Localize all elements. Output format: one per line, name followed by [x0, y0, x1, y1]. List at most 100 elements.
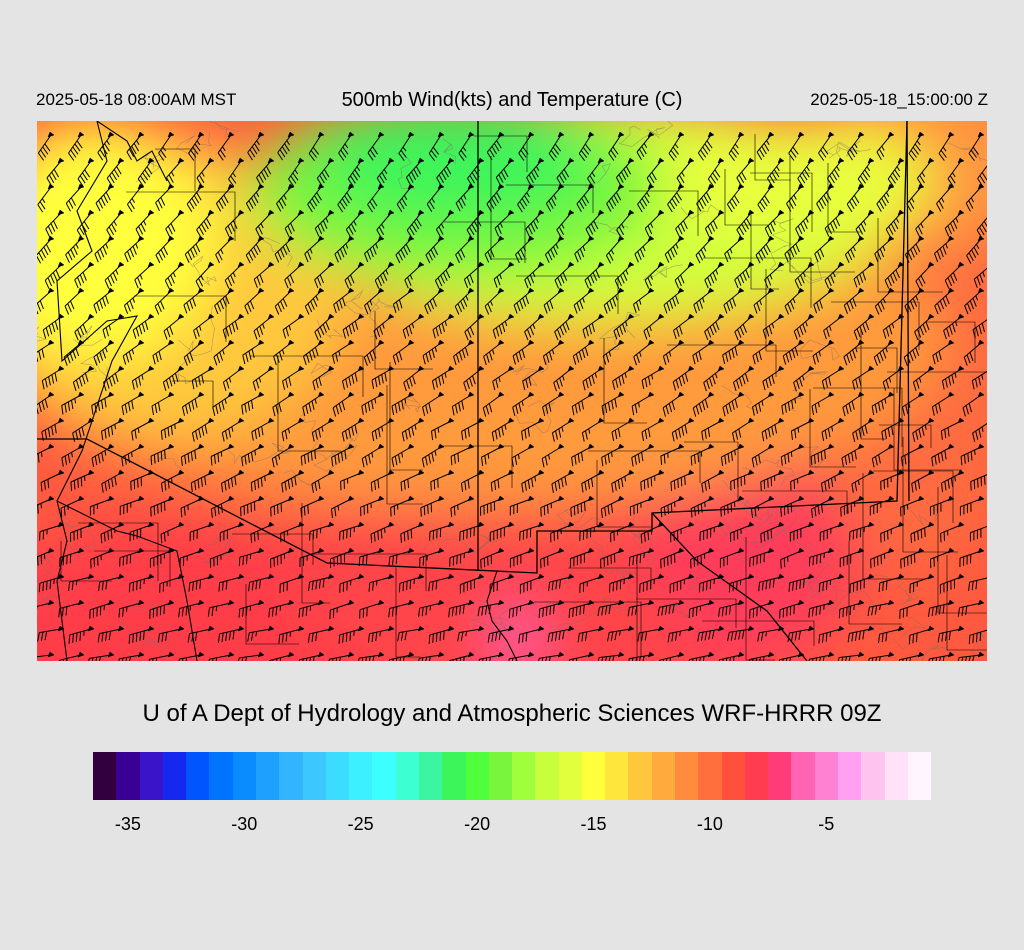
wind-barb-feather [341, 452, 344, 462]
wind-barb-station [297, 365, 305, 372]
wind-barb-feather [562, 375, 565, 381]
wind-barb-feather [314, 279, 319, 289]
wind-barb-feather [78, 428, 82, 438]
wind-barb-feather [272, 407, 276, 417]
wind-barb-feather [425, 456, 428, 466]
wind-barb-feather [131, 145, 137, 155]
wind-barb-feather [820, 451, 823, 461]
wind-barb-station [737, 235, 745, 242]
wind-barb-station [917, 287, 925, 294]
wind-barb-feather [650, 529, 653, 535]
wind-barb [876, 131, 895, 160]
wind-barb-station [587, 339, 595, 346]
wind-barb-feather [633, 304, 637, 314]
wind-barb-feather [478, 659, 480, 661]
wind-barb-station [777, 209, 785, 216]
wind-barb-feather [497, 479, 500, 489]
wind-barb-station [537, 469, 545, 476]
wind-barb [329, 599, 355, 620]
wind-barb-feather [950, 477, 954, 487]
wind-barb-feather [910, 248, 915, 258]
wind-barb-station [237, 261, 245, 268]
wind-barb-feather [699, 657, 701, 661]
wind-barb-feather [671, 432, 675, 442]
wind-barb-feather [491, 432, 495, 442]
wind-barb-feather [144, 321, 149, 330]
wind-barb-feather [429, 300, 435, 310]
wind-barb-station [107, 339, 115, 346]
wind-barb-feather [321, 426, 324, 432]
wind-barb-feather [253, 194, 259, 204]
wind-barb [880, 521, 905, 543]
wind-barb-feather [198, 278, 204, 287]
wind-barb-station [917, 599, 925, 606]
wind-barb-feather [722, 407, 726, 417]
wind-barb-feather [425, 254, 431, 264]
wind-barb-feather [940, 430, 943, 440]
wind-barb [398, 131, 415, 161]
wind-barb-feather [47, 428, 51, 438]
wind-barb-feather [752, 355, 756, 365]
wind-barb-feather [345, 632, 348, 642]
wind-barb-station [897, 209, 905, 216]
wind-barb-feather [285, 243, 290, 253]
wind-barb-feather [394, 404, 398, 414]
wind-barb-station [227, 651, 235, 658]
wind-barb-feather [441, 171, 447, 181]
warm-max-south [497, 601, 537, 661]
terrain-contour [609, 567, 650, 584]
wind-barb-feather [981, 426, 984, 432]
wind-barb [333, 287, 355, 314]
wind-barb-feather [291, 478, 294, 488]
wind-barb-feather [726, 204, 733, 213]
wind-barb-feather [371, 198, 378, 207]
wind-barb [406, 209, 425, 239]
wind-barb-feather [939, 248, 944, 258]
wind-barb-feather [284, 143, 290, 152]
wind-barb-station [467, 235, 475, 242]
wind-barb-feather [846, 607, 848, 617]
wind-barb-station [677, 131, 685, 138]
wind-barb [688, 651, 715, 661]
wind-barb-feather [315, 379, 319, 389]
wind-barb-feather [877, 303, 883, 313]
wind-barb [284, 261, 305, 289]
wind-barb-station [497, 131, 505, 138]
wind-barb-feather [91, 458, 95, 467]
wind-barb [545, 183, 565, 212]
wind-barb-feather [934, 455, 937, 465]
colorbar-swatch [325, 752, 350, 800]
wind-barb-feather [374, 480, 376, 490]
wind-barb-feather [979, 274, 984, 283]
wind-barb-feather [782, 355, 787, 365]
wind-barb [823, 313, 845, 340]
wind-barb-feather [761, 432, 765, 442]
wind-barb-feather [538, 658, 540, 661]
wind-barb-station [767, 287, 775, 294]
wind-barb-feather [675, 295, 679, 305]
county-border [813, 387, 903, 447]
wind-barb [517, 183, 535, 213]
wind-barb-feather [588, 377, 592, 387]
wind-barb-feather [437, 478, 439, 488]
wind-barb-feather [141, 323, 146, 333]
wind-barb-feather [818, 351, 821, 357]
wind-barb-feather [618, 174, 624, 183]
wind-barb-feather [945, 378, 948, 388]
wind-barb-feather [99, 248, 105, 258]
wind-barb-feather [852, 349, 856, 359]
wind-barb [98, 573, 125, 592]
wind-barb-station [297, 521, 305, 528]
wind-barb-feather [962, 407, 966, 417]
wind-barb [508, 651, 535, 661]
wind-barb-station [537, 261, 545, 268]
colorbar-tick-label: -35 [114, 814, 141, 834]
wind-barb-feather [866, 166, 871, 172]
wind-barb [337, 183, 355, 213]
wind-barb-feather [129, 300, 134, 310]
wind-barb-station [297, 417, 305, 424]
wind-barb [976, 217, 987, 239]
colorbar-swatch [186, 752, 210, 800]
wind-barb-feather [562, 272, 568, 281]
wind-barb [363, 339, 385, 366]
